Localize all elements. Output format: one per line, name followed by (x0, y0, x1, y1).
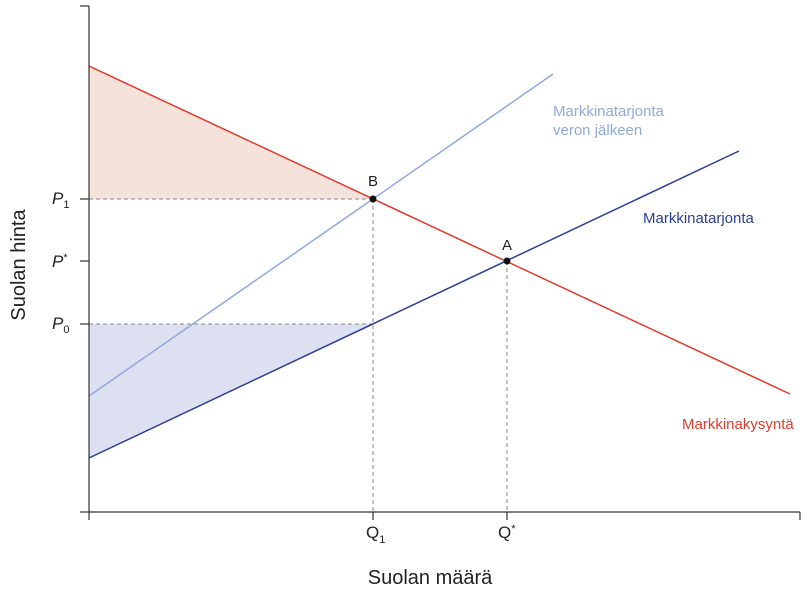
point-a-marker (503, 257, 511, 265)
supply-label: Markkinatarjonta (643, 210, 755, 227)
demand-curve (88, 65, 791, 395)
supply-after-tax-label: Markkinatarjonta veron jälkeen (553, 103, 668, 139)
p0-tick-label: P0 (52, 314, 69, 336)
supply-after-tax-curve (88, 73, 554, 397)
y-axis-title: Suolan hinta (8, 209, 30, 321)
pstar-tick-label: P* (52, 252, 68, 271)
q1-tick-label: Q1 (366, 523, 385, 546)
point-a-label: A (502, 237, 512, 254)
demand-label: Markkinakysyntä (682, 416, 794, 433)
point-b-label: B (368, 173, 378, 190)
qstar-tick-label: Q* (498, 523, 516, 542)
x-axis-title: Suolan määrä (368, 567, 493, 589)
supply-curve (88, 150, 740, 459)
p1-tick-label: P1 (52, 189, 69, 211)
point-b-marker (369, 195, 377, 203)
